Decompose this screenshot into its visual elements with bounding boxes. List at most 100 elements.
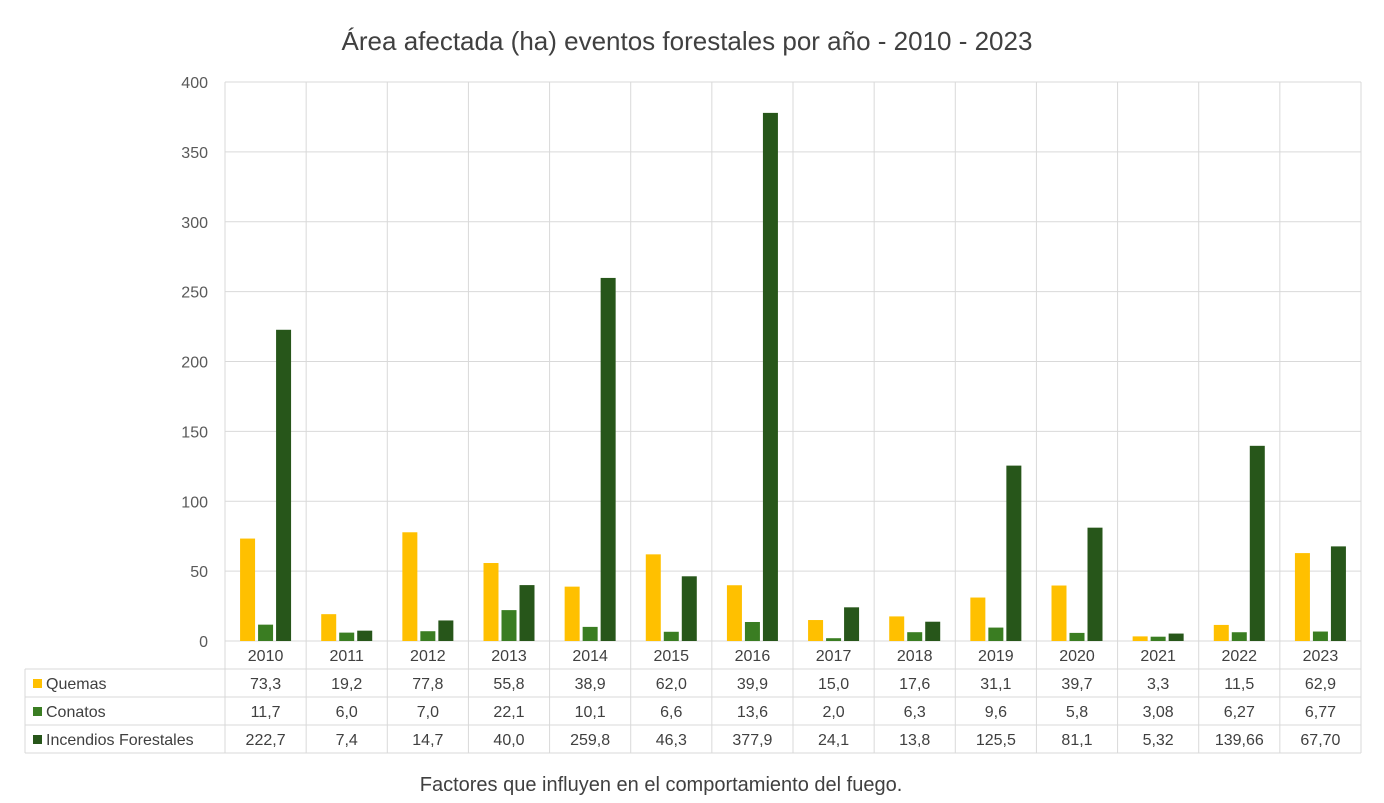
y-tick-label: 250: [181, 285, 208, 302]
bar-quemas: [1051, 585, 1067, 641]
data-label: 14,7: [412, 732, 443, 749]
bar-conatos: [258, 624, 274, 641]
data-label: 62,9: [1305, 676, 1336, 693]
data-label: 13,6: [737, 704, 768, 721]
bar-quemas: [240, 538, 256, 641]
data-label: 39,9: [737, 676, 768, 693]
bar-conatos: [501, 610, 517, 641]
y-tick-label: 50: [190, 564, 208, 581]
x-tick-label: 2017: [816, 648, 852, 665]
data-label: 6,0: [336, 704, 358, 721]
bar-incendios-forestales: [357, 630, 373, 641]
data-label: 6,6: [660, 704, 682, 721]
data-label: 2,0: [822, 704, 844, 721]
data-table: 2010 2011 2012 2013 2014 2015 2016 2017 2018 2019…: [24, 648, 1361, 754]
data-label: 31,1: [980, 676, 1011, 693]
x-tick-label: 2016: [735, 648, 771, 665]
data-label: 46,3: [656, 732, 687, 749]
data-label: 22,1: [493, 704, 524, 721]
chart-title: Área afectada (ha) eventos forestales po…: [342, 26, 1033, 56]
bar-quemas: [726, 585, 742, 641]
data-label: 5,32: [1143, 732, 1174, 749]
data-label: 3,08: [1143, 704, 1174, 721]
data-label: 6,77: [1305, 704, 1336, 721]
data-label: 125,5: [976, 732, 1016, 749]
bar-incendios-forestales: [276, 329, 292, 641]
bar-incendios-forestales: [844, 607, 860, 641]
legend-label: Incendios Forestales: [46, 732, 194, 749]
y-tick-label: 350: [181, 145, 208, 162]
x-tick-label: 2012: [410, 648, 446, 665]
data-label: 5,8: [1066, 704, 1088, 721]
data-label: 377,9: [732, 732, 772, 749]
data-label: 77,8: [412, 676, 443, 693]
y-tick-label: 150: [181, 424, 208, 441]
x-tick-label: 2018: [897, 648, 933, 665]
bar-conatos: [1069, 632, 1085, 641]
y-tick-label: 400: [181, 75, 208, 92]
x-tick-label: 2019: [978, 648, 1014, 665]
data-label: 11,7: [251, 704, 281, 721]
bar-incendios-forestales: [1249, 445, 1265, 641]
legend-label: Conatos: [46, 704, 106, 721]
x-tick-label: 2010: [248, 648, 284, 665]
bar-quemas: [402, 532, 418, 641]
x-tick-label: 2014: [572, 648, 608, 665]
data-label: 6,3: [904, 704, 926, 721]
data-label: 24,1: [818, 732, 849, 749]
data-label: 10,1: [575, 704, 606, 721]
bar-conatos: [988, 627, 1004, 641]
data-label: 11,5: [1224, 676, 1254, 693]
bar-incendios-forestales: [519, 585, 535, 641]
data-label: 15,0: [818, 676, 849, 693]
bar-quemas: [970, 597, 986, 641]
x-tick-label: 2011: [330, 648, 365, 665]
bar-conatos: [907, 632, 923, 641]
data-label: 139,66: [1215, 732, 1264, 749]
legend-swatch: [33, 707, 42, 716]
bar-quemas: [645, 554, 661, 641]
bar-incendios-forestales: [1087, 527, 1103, 641]
bar-conatos: [339, 632, 355, 641]
legend-swatch: [33, 735, 42, 744]
data-label: 39,7: [1061, 676, 1092, 693]
y-tick-label: 0: [199, 634, 208, 651]
bar-conatos: [663, 631, 679, 641]
bar-conatos: [582, 626, 598, 641]
bar-incendios-forestales: [1006, 465, 1022, 641]
bar-quemas: [483, 563, 499, 641]
y-tick-label: 200: [181, 355, 208, 372]
chart-caption: Factores que influyen en el comportamien…: [420, 774, 903, 796]
data-label: 7,0: [417, 704, 439, 721]
bar-quemas: [1294, 553, 1310, 641]
bar-quemas: [808, 620, 824, 641]
bar-quemas: [1213, 624, 1229, 641]
x-tick-label: 2022: [1221, 648, 1257, 665]
bar-conatos: [826, 638, 842, 641]
gridlines: [224, 81, 1362, 753]
data-label: 7,4: [336, 732, 358, 749]
data-label: 40,0: [493, 732, 524, 749]
bar-incendios-forestales: [438, 620, 454, 641]
data-label: 259,8: [570, 732, 610, 749]
data-label: 6,27: [1224, 704, 1255, 721]
data-label: 55,8: [493, 676, 524, 693]
x-tick-label: 2013: [491, 648, 527, 665]
y-tick-label: 100: [181, 494, 208, 511]
bar-incendios-forestales: [600, 277, 616, 641]
data-label: 19,2: [331, 676, 362, 693]
data-label: 13,8: [899, 732, 930, 749]
bar-incendios-forestales: [681, 576, 697, 641]
bars: [240, 112, 1346, 641]
legend-swatch: [33, 679, 42, 688]
data-label: 17,6: [899, 676, 930, 693]
data-label: 73,3: [250, 676, 281, 693]
y-axis-ticks: 0 50 100 150 200 250 300 350 400: [181, 75, 208, 651]
bar-quemas: [1132, 636, 1148, 641]
legend-label: Quemas: [46, 676, 106, 693]
bar-conatos: [744, 621, 760, 641]
bar-incendios-forestales: [762, 112, 778, 641]
data-label: 62,0: [656, 676, 687, 693]
bar-incendios-forestales: [925, 621, 941, 641]
